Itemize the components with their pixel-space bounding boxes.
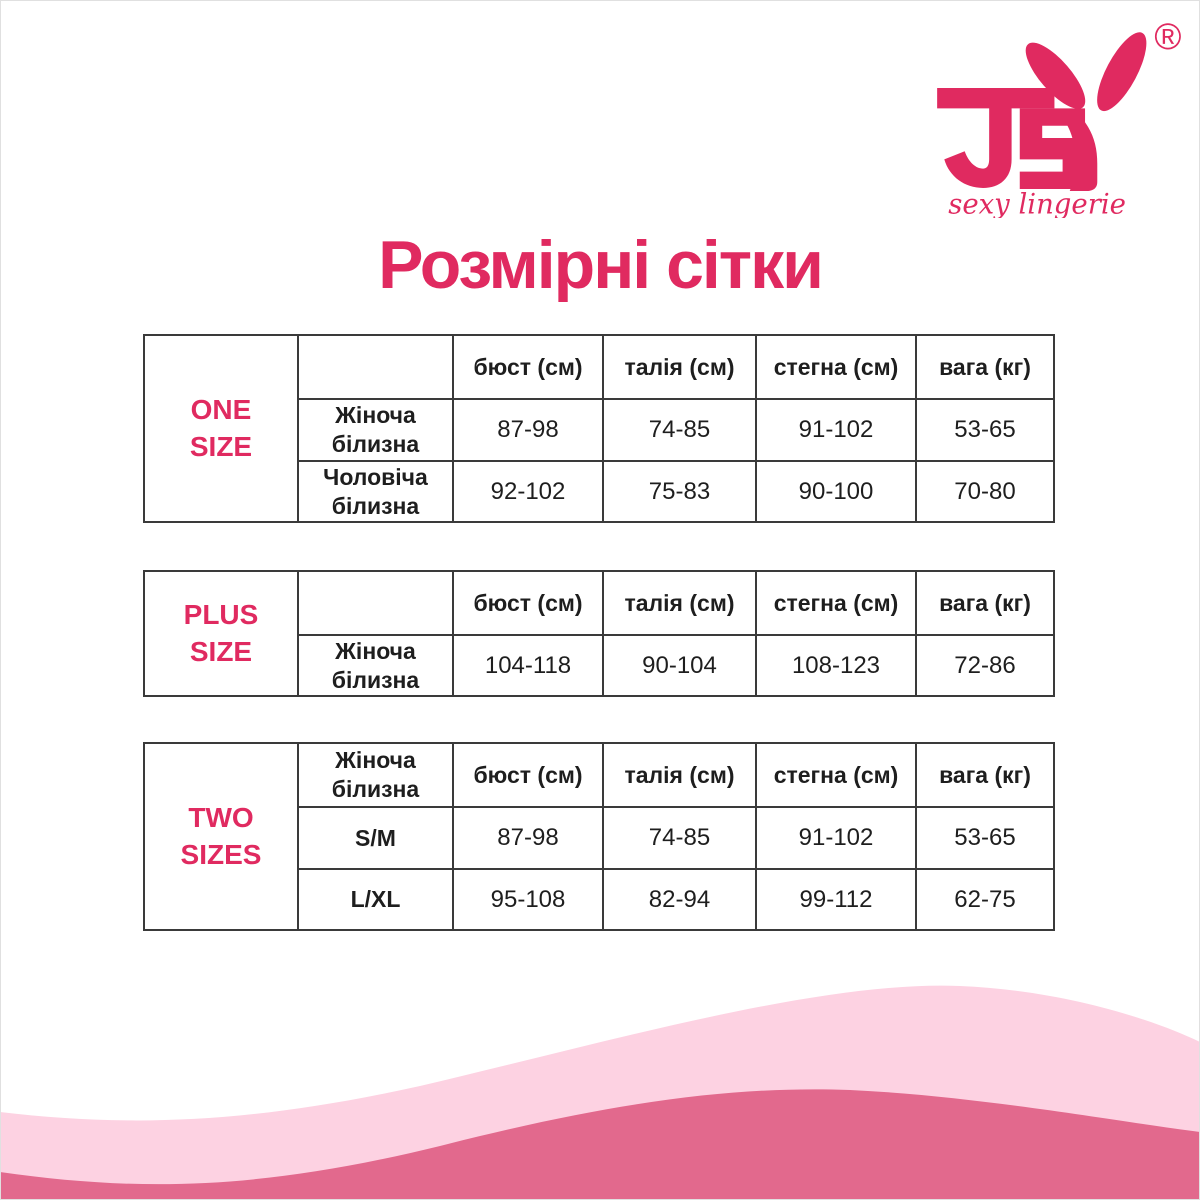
wave-decoration — [0, 940, 1200, 1200]
column-header-bust: бюст (см) — [452, 572, 602, 634]
registered-mark: ® — [1154, 16, 1181, 57]
cell-value: 62-75 — [915, 868, 1053, 929]
cell-value: 72-86 — [915, 634, 1053, 695]
corner-cell: Жіноча білизна — [297, 744, 452, 806]
one-size-table: ONE SIZE бюст (см) талія (см) стегна (см… — [143, 334, 1055, 523]
logo-letter-y — [1061, 108, 1098, 192]
cell-value: 91-102 — [755, 398, 915, 460]
size-group-label: PLUS SIZE — [183, 599, 259, 667]
logo-tagline: sexy lingerie — [948, 188, 1126, 218]
jsy-logo-icon: ® sexy lingerie — [937, 16, 1181, 218]
row-label: Жіноча білизна — [297, 634, 452, 695]
cell-value: 75-83 — [602, 460, 755, 521]
brand-logo: ® sexy lingerie — [930, 8, 1185, 218]
column-header-weight: вага (кг) — [915, 336, 1053, 398]
column-header-bust: бюст (см) — [452, 744, 602, 806]
column-header-waist: талія (см) — [602, 572, 755, 634]
column-header-bust: бюст (см) — [452, 336, 602, 398]
corner-cell — [297, 336, 452, 398]
cell-value: 91-102 — [755, 806, 915, 868]
cell-value: 82-94 — [602, 868, 755, 929]
row-label: Жіноча білизна — [297, 398, 452, 460]
cell-value: 99-112 — [755, 868, 915, 929]
logo-leaf-left — [1025, 42, 1086, 109]
cell-value: 90-100 — [755, 460, 915, 521]
column-header-hips: стегна (см) — [755, 744, 915, 806]
cell-value: 53-65 — [915, 806, 1053, 868]
cell-value: 87-98 — [452, 398, 602, 460]
wave-icon — [0, 985, 1200, 1200]
cell-value: 92-102 — [452, 460, 602, 521]
column-header-waist: талія (см) — [602, 336, 755, 398]
size-group-label: TWO SIZES — [180, 802, 262, 870]
corner-cell — [297, 572, 452, 634]
cell-value: 74-85 — [602, 806, 755, 868]
logo-letter-j — [937, 88, 1055, 188]
column-header-weight: вага (кг) — [915, 572, 1053, 634]
cell-value: 90-104 — [602, 634, 755, 695]
cell-value: 74-85 — [602, 398, 755, 460]
plus-size-table: PLUS SIZE бюст (см) талія (см) стегна (с… — [143, 570, 1055, 697]
row-label: S/M — [297, 806, 452, 868]
page-title: Розмірні сітки — [378, 227, 824, 303]
two-sizes-table: TWO SIZES Жіноча білизна бюст (см) талія… — [143, 742, 1055, 931]
cell-value: 87-98 — [452, 806, 602, 868]
cell-value: 108-123 — [755, 634, 915, 695]
row-label: L/XL — [297, 868, 452, 929]
column-header-waist: талія (см) — [602, 744, 755, 806]
column-header-hips: стегна (см) — [755, 572, 915, 634]
cell-value: 95-108 — [452, 868, 602, 929]
wave-dark — [0, 1089, 1200, 1200]
cell-value: 53-65 — [915, 398, 1053, 460]
column-header-hips: стегна (см) — [755, 336, 915, 398]
logo-letter-s — [1019, 108, 1086, 189]
size-group-label: ONE SIZE — [189, 394, 253, 462]
cell-value: 70-80 — [915, 460, 1053, 521]
row-label: Чоловіча білизна — [297, 460, 452, 521]
cell-value: 104-118 — [452, 634, 602, 695]
column-header-weight: вага (кг) — [915, 744, 1053, 806]
logo-leaf-right — [1097, 32, 1147, 112]
